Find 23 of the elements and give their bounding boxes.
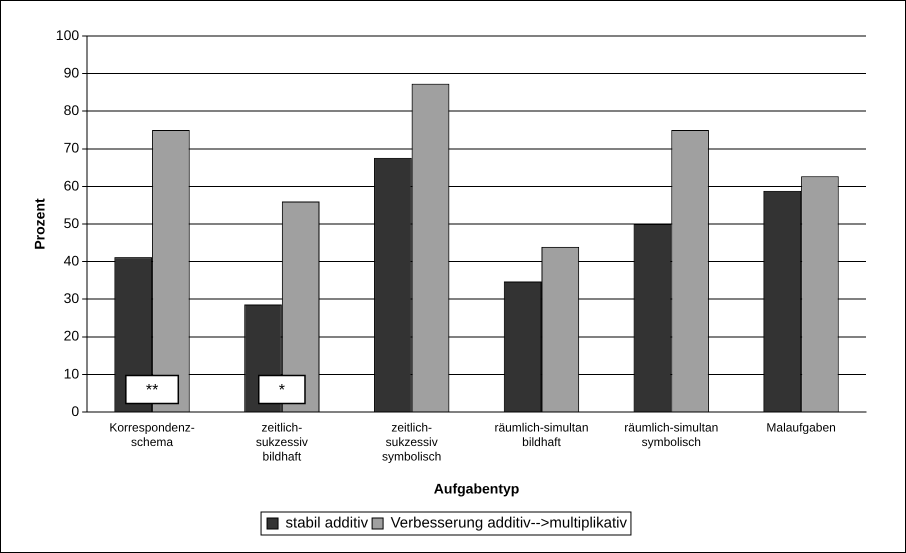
y-tick-label: 10 [64,365,80,382]
x-tick-label: zeitlich- sukzessiv symbolisch [382,420,442,464]
y-tick-label: 20 [64,328,80,344]
y-tick-label: 70 [64,140,80,156]
x-axis-title: Aufgabentyp [434,480,520,496]
legend-label: stabil additiv [286,514,369,532]
y-tick-label: 60 [64,177,80,194]
x-tick-label: räumlich-simultan bildhaft [494,420,588,449]
x-tick-label: Malaufgaben [766,420,836,435]
y-axis-title: Prozent [31,198,48,250]
y-tick-label: 0 [71,402,80,419]
x-tick-label: zeitlich- sukzessiv bildhaft [256,420,308,464]
y-tick-label: 80 [64,102,80,118]
annotation: ** [146,382,158,399]
y-tick-label: 90 [64,64,80,80]
x-tick-label: Korrespondenz- schema [109,420,195,449]
x-tick-label: räumlich-simultan symbolisch [624,420,718,449]
annotation: * [278,382,285,399]
legend-label: Verbesserung additiv-->multiplikativ [390,514,628,532]
y-tick-label: 100 [56,26,80,43]
y-tick-label: 50 [64,214,80,231]
y-tick-label: 30 [64,290,80,306]
y-tick-label: 40 [64,252,80,268]
